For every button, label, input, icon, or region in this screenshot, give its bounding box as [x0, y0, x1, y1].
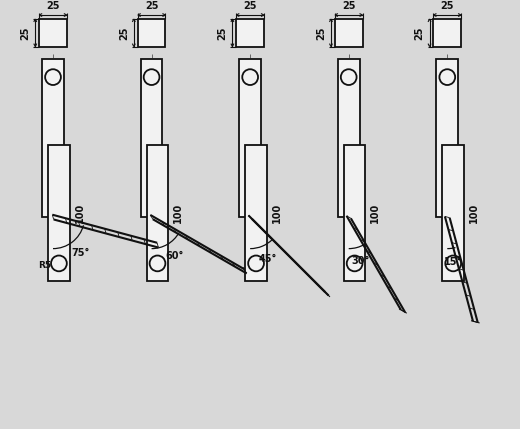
- Text: 25: 25: [243, 1, 257, 11]
- Text: 25: 25: [342, 1, 356, 11]
- Bar: [138, 19, 165, 47]
- Text: 100: 100: [173, 203, 183, 223]
- Circle shape: [347, 256, 362, 271]
- Bar: [147, 145, 168, 281]
- Bar: [335, 19, 362, 47]
- Circle shape: [439, 69, 455, 85]
- Bar: [443, 145, 464, 281]
- Text: 25: 25: [46, 1, 60, 11]
- Text: 75°: 75°: [71, 248, 90, 258]
- Bar: [434, 19, 461, 47]
- Text: 100: 100: [75, 203, 85, 223]
- Text: 25: 25: [20, 26, 30, 39]
- Text: 15°: 15°: [444, 257, 462, 267]
- Circle shape: [242, 69, 258, 85]
- Circle shape: [150, 256, 165, 271]
- Text: 25: 25: [316, 26, 326, 39]
- Text: 25: 25: [145, 1, 158, 11]
- Bar: [239, 59, 261, 217]
- Circle shape: [341, 69, 357, 85]
- Circle shape: [45, 69, 61, 85]
- Bar: [48, 145, 70, 281]
- Bar: [245, 145, 267, 281]
- Circle shape: [248, 256, 264, 271]
- Circle shape: [445, 256, 461, 271]
- Text: 100: 100: [469, 203, 479, 223]
- Bar: [42, 59, 64, 217]
- Text: 25: 25: [414, 26, 425, 39]
- Bar: [141, 59, 162, 217]
- Circle shape: [144, 69, 160, 85]
- Bar: [237, 19, 264, 47]
- Text: 30°: 30°: [351, 256, 370, 266]
- Text: 100: 100: [272, 203, 282, 223]
- Bar: [436, 59, 458, 217]
- Circle shape: [51, 256, 67, 271]
- Text: 60°: 60°: [165, 251, 184, 261]
- Bar: [338, 59, 359, 217]
- Bar: [39, 19, 67, 47]
- Text: 45°: 45°: [258, 254, 277, 264]
- Text: 100: 100: [370, 203, 381, 223]
- Bar: [344, 145, 366, 281]
- Text: 25: 25: [217, 26, 227, 39]
- Text: 25: 25: [119, 26, 129, 39]
- Text: 25: 25: [440, 1, 454, 11]
- Text: R5: R5: [38, 261, 51, 270]
